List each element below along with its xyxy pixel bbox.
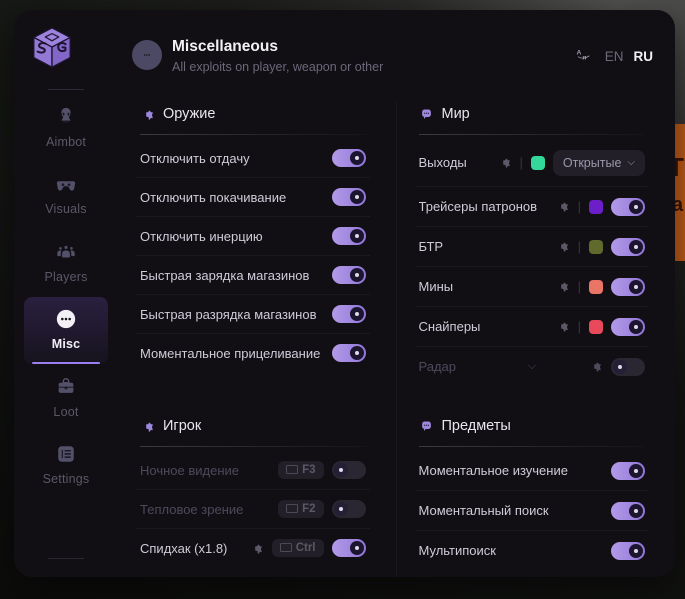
svg-text:A: A [576,49,581,56]
